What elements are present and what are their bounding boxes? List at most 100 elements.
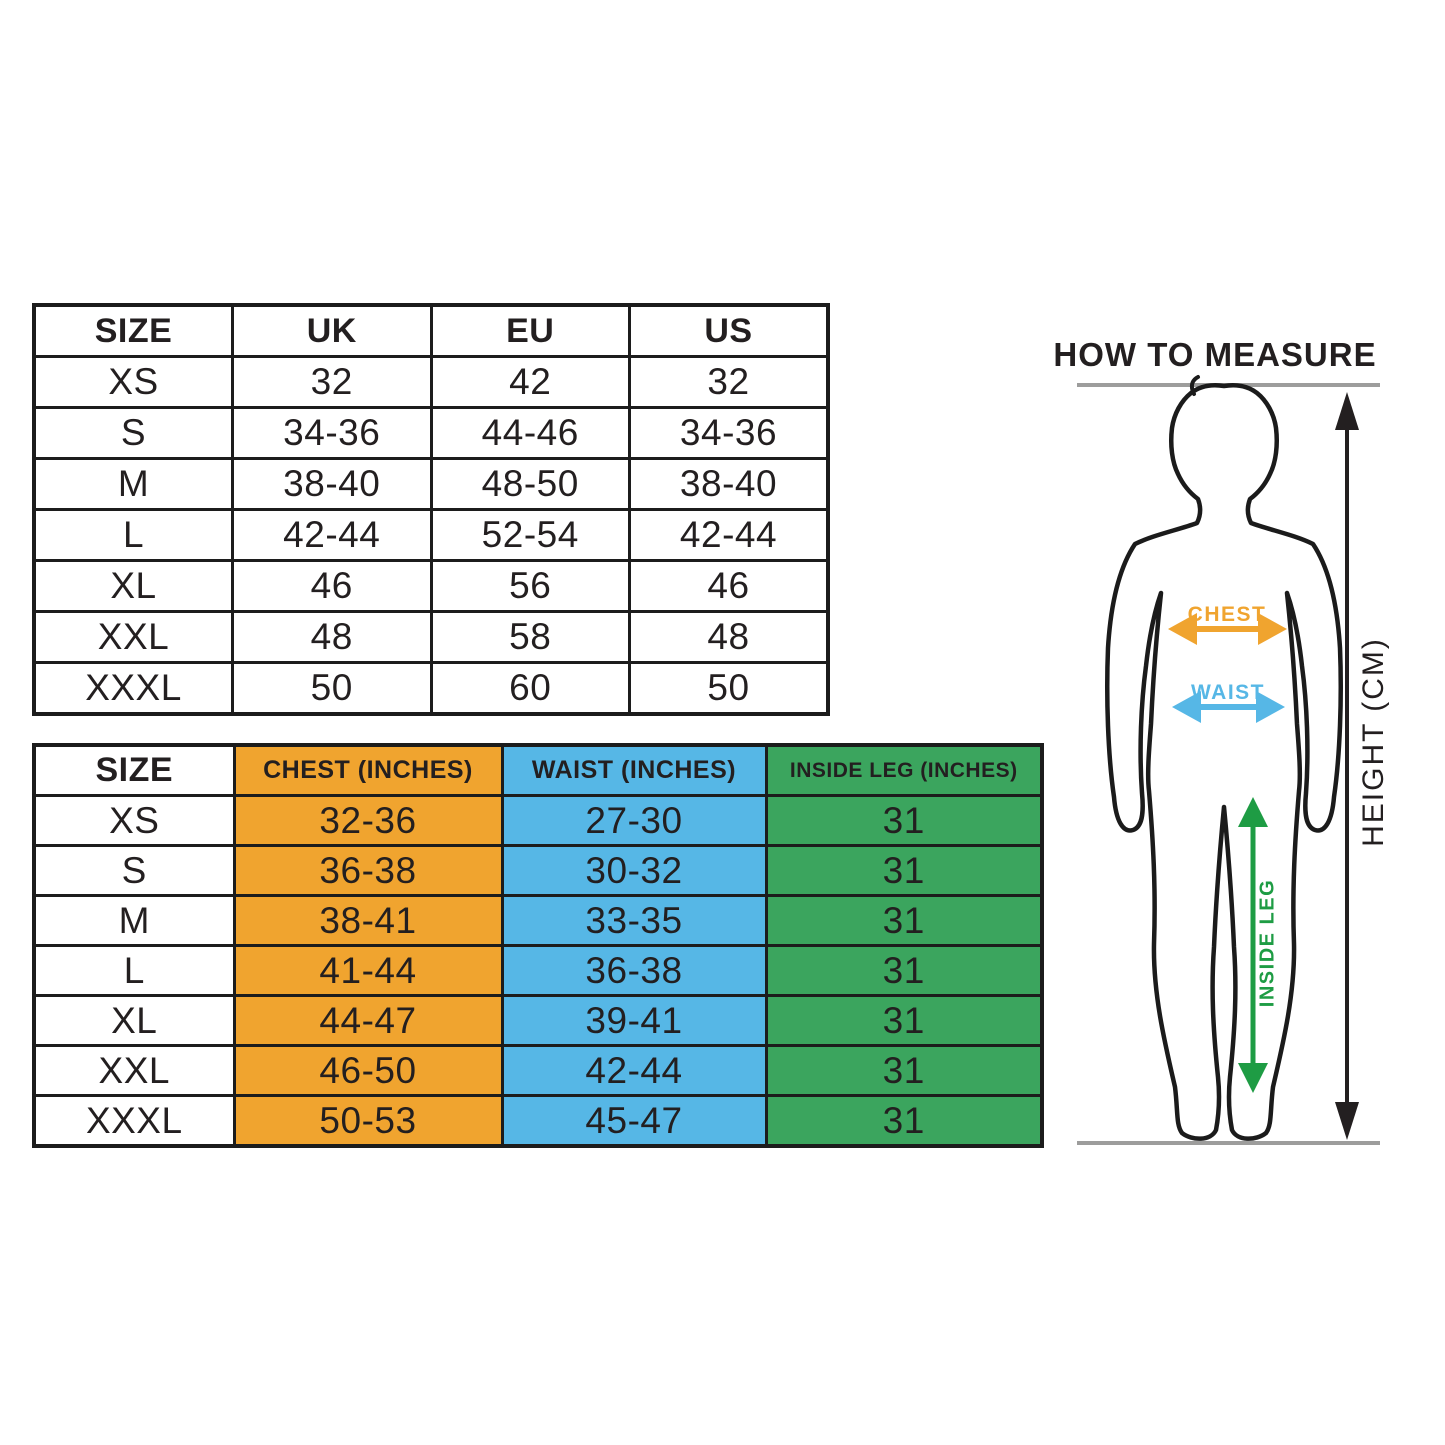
table-cell: 31 (764, 844, 1044, 897)
table-row: S 36-38 30-32 31 (32, 844, 1044, 897)
table-row: XS 32-36 27-30 31 (32, 794, 1044, 847)
table-cell: 50 (231, 661, 433, 716)
table-row: XXL 46-50 42-44 31 (32, 1044, 1044, 1097)
chest-arrow-right-icon (1258, 613, 1287, 645)
table-cell: 34-36 (231, 406, 433, 460)
waist-arrow-right-icon (1256, 691, 1285, 723)
table-row: XL 44-47 39-41 31 (32, 994, 1044, 1047)
table-cell: 36-38 (232, 844, 504, 897)
chest-label: CHEST (1188, 603, 1267, 626)
table-cell: XS (32, 355, 234, 409)
column-header-uk: UK (231, 303, 433, 358)
table-cell: 38-41 (232, 894, 504, 947)
table-cell: XL (32, 559, 234, 613)
table-cell: XXL (32, 610, 234, 664)
height-arrow-down-icon (1335, 1102, 1359, 1140)
table-cell: XS (32, 794, 236, 847)
table-header-row: SIZE UK EU US (32, 303, 830, 358)
height-label: HEIGHT (CM) (1357, 637, 1390, 847)
table-row: XXXL 50 60 50 (32, 661, 830, 716)
table-cell: XXXL (32, 1094, 236, 1148)
table-cell: 32 (628, 355, 830, 409)
table-cell: M (32, 457, 234, 511)
table-row: L 41-44 36-38 31 (32, 944, 1044, 997)
table-cell: 41-44 (232, 944, 504, 997)
column-header-size: SIZE (32, 303, 234, 358)
table-cell: 42-44 (231, 508, 433, 562)
table-row: L 42-44 52-54 42-44 (32, 508, 830, 562)
table-cell: 32 (231, 355, 433, 409)
table-cell: S (32, 844, 236, 897)
table-cell: XL (32, 994, 236, 1047)
table-cell: 31 (764, 794, 1044, 847)
table-cell: 46-50 (232, 1044, 504, 1097)
table-cell: 45-47 (500, 1094, 768, 1148)
table-cell: 48 (231, 610, 433, 664)
table-cell: 50 (628, 661, 830, 716)
table-cell: XXL (32, 1044, 236, 1097)
table-cell: L (32, 944, 236, 997)
table-cell: M (32, 894, 236, 947)
table-cell: 42-44 (628, 508, 830, 562)
child-silhouette (1105, 383, 1343, 1141)
table-cell: 34-36 (628, 406, 830, 460)
waist-arrow-left-icon (1172, 691, 1201, 723)
table-cell: 46 (628, 559, 830, 613)
table-cell: 46 (231, 559, 433, 613)
measure-diagram: HEIGHT (CM) CHEST WAIST INSIDE LEG (1077, 375, 1390, 1145)
table-cell: 44-47 (232, 994, 504, 1047)
table-cell: 44-46 (429, 406, 631, 460)
table-cell: 48-50 (429, 457, 631, 511)
column-header-waist: WAIST (INCHES) (500, 743, 768, 797)
table-cell: S (32, 406, 234, 460)
table-cell: XXXL (32, 661, 234, 716)
table-row: M 38-41 33-35 31 (32, 894, 1044, 947)
column-header-us: US (628, 303, 830, 358)
table-cell: L (32, 508, 234, 562)
column-header-eu: EU (429, 303, 631, 358)
column-header-size: SIZE (32, 743, 236, 797)
table-cell: 42 (429, 355, 631, 409)
table-cell: 31 (764, 1044, 1044, 1097)
table-cell: 32-36 (232, 794, 504, 847)
table-cell: 36-38 (500, 944, 768, 997)
table-row: XL 46 56 46 (32, 559, 830, 613)
table-row: XXXL 50-53 45-47 31 (32, 1094, 1044, 1148)
height-arrow-up-icon (1335, 392, 1359, 430)
table-row: S 34-36 44-46 34-36 (32, 406, 830, 460)
table-cell: 30-32 (500, 844, 768, 897)
table-cell: 31 (764, 944, 1044, 997)
table-cell: 48 (628, 610, 830, 664)
table-row: M 38-40 48-50 38-40 (32, 457, 830, 511)
inside-leg-label: INSIDE LEG (1256, 879, 1278, 1007)
table-cell: 33-35 (500, 894, 768, 947)
size-conversion-table: SIZE UK EU US XS 32 42 32 S 34-36 44-46 … (32, 303, 830, 716)
table-cell: 31 (764, 1094, 1044, 1148)
table-row: XS 32 42 32 (32, 355, 830, 409)
column-header-inside-leg: INSIDE LEG (INCHES) (764, 743, 1044, 797)
table-cell: 31 (764, 894, 1044, 947)
table-cell: 56 (429, 559, 631, 613)
table-cell: 42-44 (500, 1044, 768, 1097)
table-cell: 39-41 (500, 994, 768, 1047)
table-cell: 27-30 (500, 794, 768, 847)
table-cell: 52-54 (429, 508, 631, 562)
table-cell: 38-40 (628, 457, 830, 511)
hair-tuft (1189, 375, 1200, 396)
chest-arrow-left-icon (1168, 613, 1197, 645)
table-cell: 38-40 (231, 457, 433, 511)
table-cell: 31 (764, 994, 1044, 1047)
inside-leg-arrow-down-icon (1238, 1063, 1268, 1093)
table-cell: 58 (429, 610, 631, 664)
how-to-measure-figure: HOW TO MEASURE HEIGHT (CM) CHEST WAIST (1050, 330, 1405, 1165)
table-cell: 60 (429, 661, 631, 716)
waist-label: WAIST (1191, 681, 1265, 704)
table-header-row: SIZE CHEST (INCHES) WAIST (INCHES) INSID… (32, 743, 1044, 797)
table-row: XXL 48 58 48 (32, 610, 830, 664)
figure-title: HOW TO MEASURE (1053, 336, 1377, 373)
column-header-chest: CHEST (INCHES) (232, 743, 504, 797)
table-cell: 50-53 (232, 1094, 504, 1148)
body-measurements-table: SIZE CHEST (INCHES) WAIST (INCHES) INSID… (32, 743, 1044, 1148)
inside-leg-arrow-up-icon (1238, 797, 1268, 827)
